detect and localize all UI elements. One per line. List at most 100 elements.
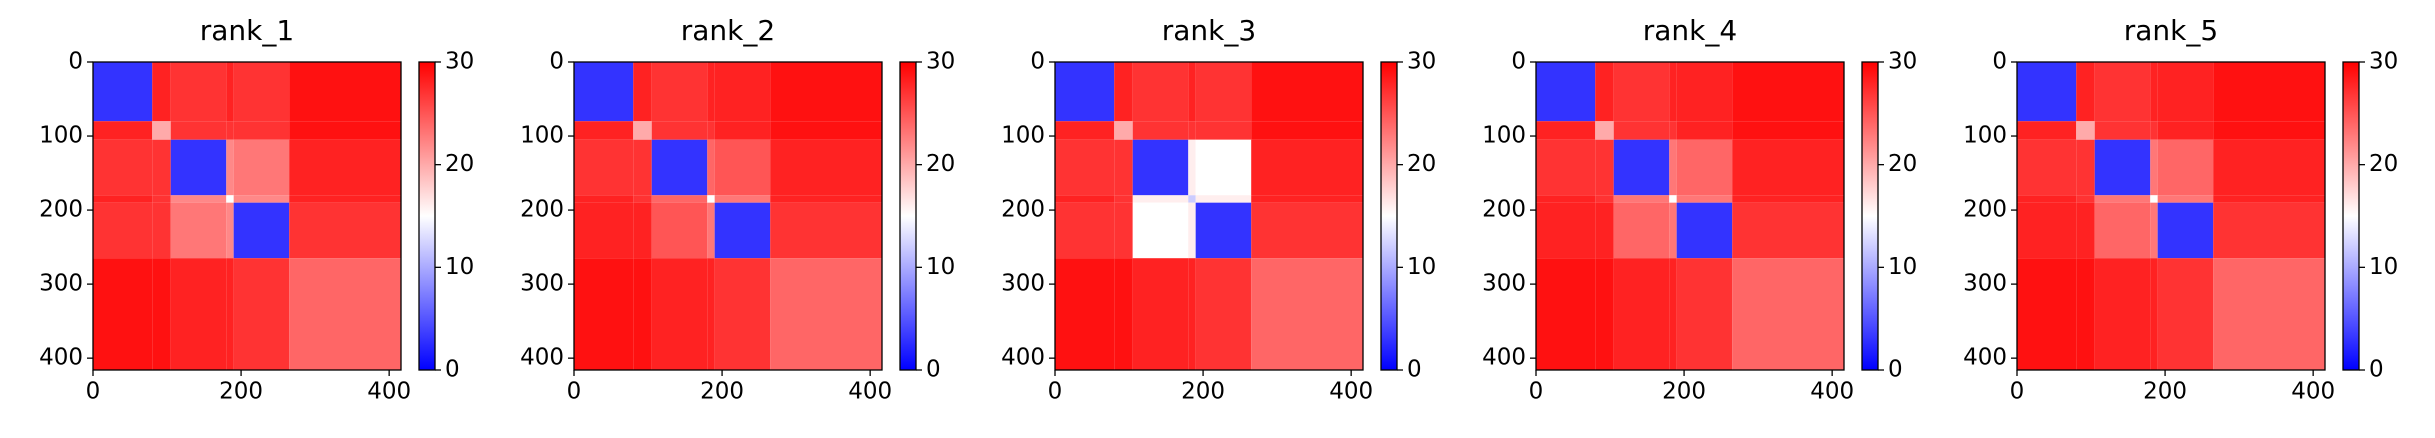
heatmap-cell: [1132, 121, 1189, 140]
heatmap-cell: [1536, 121, 1596, 140]
colorbar-tick-label: 20: [1888, 151, 1917, 177]
y-tick-label: 300: [1482, 271, 1526, 297]
heatmap-cell: [1188, 202, 1196, 259]
x-tick-label: 400: [1810, 379, 1854, 405]
heatmap-cell: [1195, 121, 1252, 140]
heatmap-cell: [714, 139, 771, 196]
heatmap-cell: [226, 195, 234, 203]
x-tick-label: 200: [1662, 379, 1706, 405]
heatmap-cell: [1536, 195, 1596, 203]
heatmap-cell: [1595, 258, 1614, 370]
x-tick-label: 200: [2143, 379, 2187, 405]
heatmap-cell: [1114, 195, 1133, 203]
x-tick-label: 200: [219, 379, 263, 405]
heatmap-cell: [1613, 195, 1670, 203]
heatmap-cell: [1732, 195, 1844, 203]
heatmap-cell: [233, 121, 290, 140]
x-tick-label: 200: [1181, 379, 1225, 405]
heatmap-cell: [1669, 121, 1677, 140]
heatmap-cell: [1676, 258, 1733, 370]
y-tick-label: 200: [520, 197, 564, 223]
heatmap-cell: [226, 121, 234, 140]
heatmap-cell: [1114, 139, 1133, 196]
heatmap-cell: [152, 139, 171, 196]
heatmap-cell: [1669, 139, 1677, 196]
heatmap-cell: [1055, 62, 1115, 122]
heatmap-cell: [170, 195, 227, 203]
heatmap-cell: [2150, 202, 2158, 259]
heatmap-cell: [1188, 195, 1196, 203]
axes-frame: [92, 61, 402, 371]
heatmap-cell: [1536, 202, 1596, 259]
heatmap-cell: [233, 258, 290, 370]
heatmap-cell: [770, 139, 882, 196]
heatmap-cell: [1195, 139, 1252, 196]
heatmap-cell: [1613, 258, 1670, 370]
heatmap-cell: [2150, 195, 2158, 203]
heatmap-cell: [1195, 195, 1252, 203]
heatmap-cell: [1188, 121, 1196, 140]
heatmap-cell: [1251, 139, 1363, 196]
heatmap-cell: [2157, 139, 2214, 196]
heatmap-cell: [152, 62, 171, 122]
heatmap-cell: [1676, 202, 1733, 259]
x-tick-label: 400: [1329, 379, 1373, 405]
colorbar-tick-label: 0: [2369, 357, 2384, 383]
heatmap-cell: [152, 195, 171, 203]
heatmap-cell: [574, 195, 634, 203]
heatmap-cell: [2157, 121, 2214, 140]
y-tick-label: 300: [1001, 271, 1045, 297]
heatmap-cell: [1055, 258, 1115, 370]
x-tick-label: 0: [86, 379, 101, 405]
heatmap-cell: [152, 202, 171, 259]
heatmap-cell: [2017, 62, 2077, 122]
heatmap-cell: [714, 202, 771, 259]
y-tick-label: 200: [1482, 197, 1526, 223]
x-tick-label: 400: [2291, 379, 2335, 405]
heatmap-cell: [2076, 62, 2095, 122]
heatmap-cell: [1613, 202, 1670, 259]
heatmap-cell: [2076, 121, 2095, 140]
heatmap-cell: [2213, 62, 2325, 122]
heatmap-cell: [574, 202, 634, 259]
heatmap-cell: [574, 121, 634, 140]
heatmap-cell: [707, 195, 715, 203]
heatmap-cell: [2213, 258, 2325, 370]
heatmap-cell: [226, 258, 234, 370]
heatmap-cell: [1195, 202, 1252, 259]
heatmap-cell: [289, 258, 401, 370]
x-tick-label: 0: [567, 379, 582, 405]
colorbar: [1380, 61, 1398, 371]
heatmap-cell: [1613, 62, 1670, 122]
heatmap-cell: [93, 62, 153, 122]
heatmap-cell: [1251, 202, 1363, 259]
heatmap-cell: [170, 62, 227, 122]
heatmap-cell: [714, 258, 771, 370]
heatmap-cell: [707, 139, 715, 196]
heatmap-cell: [1669, 195, 1677, 203]
panel-title: rank_5: [2124, 14, 2218, 47]
y-tick-label: 100: [39, 123, 83, 149]
heatmap-cell: [1251, 195, 1363, 203]
heatmap-cell: [1536, 62, 1596, 122]
colorbar-tick-label: 20: [926, 151, 955, 177]
heatmap-cell: [574, 258, 634, 370]
heatmap-cell: [633, 258, 652, 370]
heatmap-cell: [1132, 62, 1189, 122]
heatmap-cell: [170, 258, 227, 370]
y-tick-label: 100: [1482, 123, 1526, 149]
heatmap-cell: [651, 139, 708, 196]
heatmap-cell: [289, 202, 401, 259]
colorbar: [2342, 61, 2360, 371]
heatmap-cell: [2017, 195, 2077, 203]
heatmap-cell: [2157, 195, 2214, 203]
heatmap-cell: [1732, 121, 1844, 140]
y-tick-label: 300: [520, 271, 564, 297]
panel-title: rank_2: [681, 14, 775, 47]
heatmap-cell: [1676, 121, 1733, 140]
heatmap-cell: [1132, 195, 1189, 203]
heatmap-cell: [1114, 121, 1133, 140]
heatmap-cell: [1676, 195, 1733, 203]
heatmap-cell: [2150, 121, 2158, 140]
